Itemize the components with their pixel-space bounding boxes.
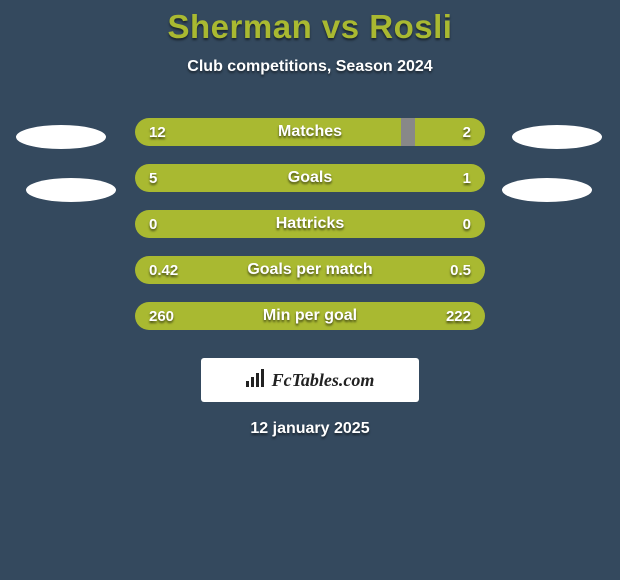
player-oval-1 bbox=[512, 125, 602, 149]
page-title: Sherman vs Rosli bbox=[168, 8, 453, 46]
branding-badge[interactable]: FcTables.com bbox=[201, 358, 419, 402]
subtitle: Club competitions, Season 2024 bbox=[187, 58, 432, 76]
date-label: 12 january 2025 bbox=[250, 420, 369, 438]
stat-row: Hattricks00 bbox=[135, 210, 485, 238]
branding-text: FcTables.com bbox=[272, 370, 375, 391]
stat-row: Goals per match0.420.5 bbox=[135, 256, 485, 284]
player-oval-3 bbox=[502, 178, 592, 202]
stat-bar-left bbox=[135, 164, 485, 192]
chart-icon bbox=[246, 369, 266, 392]
stat-bar-left bbox=[135, 256, 485, 284]
stat-bar-right bbox=[415, 118, 485, 146]
stat-bar-mid bbox=[401, 118, 415, 146]
stat-row: Min per goal260222 bbox=[135, 302, 485, 330]
player-oval-2 bbox=[26, 178, 116, 202]
stat-bar-left bbox=[135, 302, 485, 330]
comparison-card: Sherman vs Rosli Club competitions, Seas… bbox=[0, 0, 620, 438]
stats-zone: Matches122 Goals51 Hattricks00 Goals per ma… bbox=[0, 118, 620, 348]
stat-row: Matches122 bbox=[135, 118, 485, 146]
stat-bar-left bbox=[135, 118, 401, 146]
stat-bar-left bbox=[135, 210, 485, 238]
player-oval-0 bbox=[16, 125, 106, 149]
stat-row: Goals51 bbox=[135, 164, 485, 192]
